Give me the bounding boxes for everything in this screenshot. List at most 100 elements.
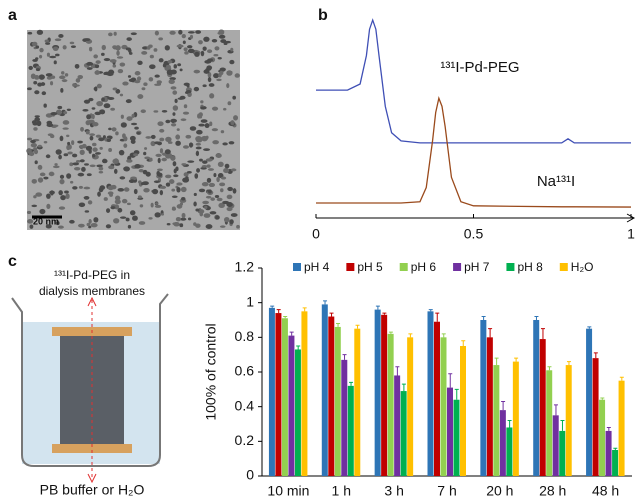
particle: [99, 146, 103, 150]
bar: [354, 328, 361, 476]
particle: [195, 142, 202, 146]
error-bar: [619, 376, 624, 381]
particle: [127, 75, 132, 78]
particle: [85, 130, 90, 135]
particle: [182, 145, 190, 149]
error-bar: [481, 316, 486, 320]
particle: [75, 78, 81, 83]
error-bar: [566, 361, 571, 366]
particle: [117, 207, 123, 213]
particle: [79, 149, 85, 156]
particle: [101, 97, 105, 102]
bar: [506, 427, 513, 476]
particle: [216, 197, 223, 202]
particle: [103, 72, 107, 75]
y-tick-label: 0.8: [235, 328, 255, 344]
error-bar: [296, 345, 301, 350]
particle: [175, 140, 181, 146]
legend-swatch: [346, 263, 355, 271]
particle: [204, 205, 208, 210]
particle: [172, 105, 179, 111]
particle: [186, 171, 192, 174]
bar: [533, 320, 540, 476]
particle: [201, 164, 208, 168]
particle: [84, 210, 90, 213]
error-bar: [606, 426, 611, 431]
particle: [49, 55, 57, 59]
particle: [33, 195, 37, 199]
bar: [539, 339, 546, 476]
y-tick-label: 0.2: [235, 432, 255, 448]
particle: [140, 182, 145, 186]
particle: [138, 221, 146, 225]
trace: [316, 95, 632, 208]
particle: [184, 51, 189, 55]
particle: [39, 208, 46, 215]
particle: [196, 168, 201, 173]
particle: [200, 100, 204, 104]
error-bar: [454, 388, 459, 400]
particle: [50, 111, 58, 116]
particle: [166, 222, 171, 226]
particle: [53, 165, 60, 169]
particle: [37, 144, 42, 148]
particle: [130, 176, 137, 181]
particle: [93, 217, 99, 223]
particle: [200, 106, 205, 110]
particle: [220, 130, 225, 134]
particle: [106, 72, 114, 77]
particle: [127, 224, 132, 229]
particle: [150, 202, 154, 208]
particle: [108, 148, 113, 152]
particle: [140, 109, 146, 114]
particle: [205, 195, 212, 199]
particle: [94, 111, 102, 116]
bar: [301, 311, 308, 476]
particle: [67, 144, 72, 150]
particle: [154, 83, 161, 86]
x-axis-arrow: [626, 213, 636, 223]
particle: [187, 45, 193, 49]
particle: [148, 77, 154, 82]
particle: [167, 59, 173, 64]
particle: [195, 146, 202, 150]
particle: [129, 210, 136, 216]
particle: [137, 94, 144, 99]
particle: [195, 223, 201, 228]
particle: [155, 153, 162, 157]
legend-label: pH 7: [464, 260, 490, 274]
particle: [39, 172, 46, 177]
particle: [31, 204, 38, 208]
particle: [108, 127, 112, 131]
bar: [493, 365, 500, 476]
clip: [52, 444, 132, 453]
y-tick-label: 0: [246, 467, 254, 483]
particle: [54, 38, 62, 42]
particle: [213, 53, 219, 57]
particle: [61, 71, 65, 75]
particle: [193, 69, 201, 74]
particle: [230, 213, 238, 217]
particle: [85, 145, 93, 151]
particle: [33, 149, 39, 155]
bar: [294, 349, 301, 476]
error-bar: [270, 305, 275, 308]
particle: [225, 40, 231, 44]
bar: [612, 450, 619, 476]
particle: [30, 139, 36, 144]
particle: [213, 73, 220, 79]
particle: [173, 174, 179, 178]
particle: [155, 202, 159, 205]
particle: [81, 166, 86, 172]
particle: [149, 64, 156, 70]
particle: [159, 128, 165, 133]
particle: [203, 69, 210, 74]
particle: [158, 37, 164, 41]
particle: [205, 224, 213, 230]
x-tick-label: 10 min: [267, 483, 309, 499]
particle: [103, 103, 111, 109]
particle: [58, 154, 62, 160]
particle: [161, 213, 165, 216]
particle: [209, 211, 217, 215]
bar: [281, 318, 288, 476]
